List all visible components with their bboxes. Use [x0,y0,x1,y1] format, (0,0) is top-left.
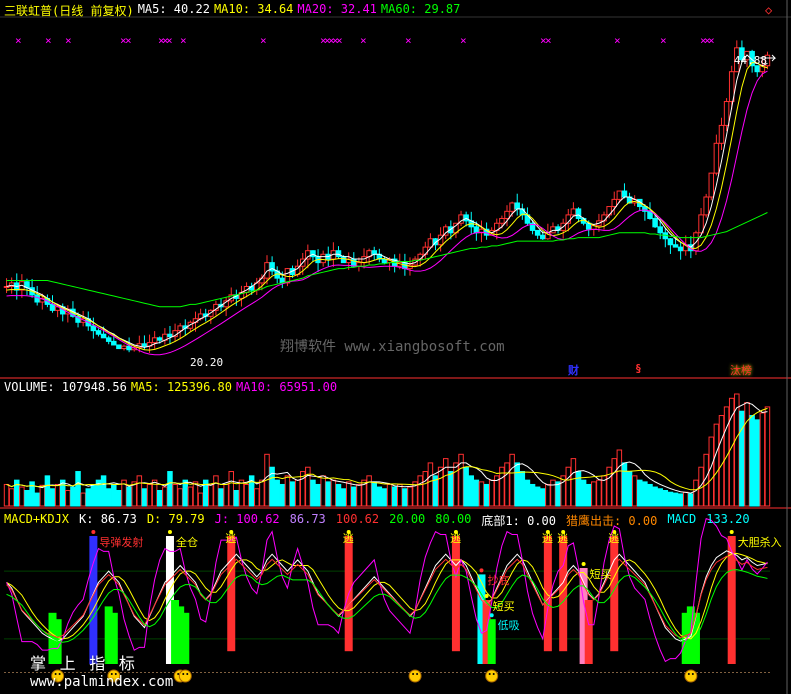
ind-v4: 80.00 [435,512,471,529]
svg-text:×: × [660,34,667,47]
vol-ma5: MA5: 125396.80 [131,380,232,394]
indicator-annotation: 逃 [608,530,619,546]
svg-text:×: × [15,34,22,47]
indicator-annotation: 逃 [557,530,568,546]
vol-ma10: MA10: 65951.00 [236,380,337,394]
ind-v2: 100.62 [336,512,379,529]
brand-url: www.palmindex.com [30,674,173,690]
ind-v8: 133.20 [706,512,749,529]
indicator-annotation: 逃 [343,530,354,546]
kdj-d: D: 79.79 [147,512,205,529]
macd-title: MACD+KDJX [4,512,69,529]
watermark: 翔博软件 www.xiangbosoft.com [280,336,505,356]
ind-v3: 20.00 [389,512,425,529]
svg-text:×: × [614,34,621,47]
indicator-annotation: 低吸 [498,617,520,633]
marker-sell: § [635,362,642,375]
svg-text:×: × [125,34,132,47]
svg-text:×: × [545,34,552,47]
ma5-label: MA5: 40.22 [138,2,210,19]
svg-text:◇: ◇ [765,3,773,17]
ind-v1: 86.73 [290,512,326,529]
price-header: 三联虹普(日线 前复权) MA5: 40.22 MA10: 34.64 MA20… [4,2,460,19]
svg-text:×: × [460,34,467,47]
svg-text:×: × [260,34,267,47]
svg-text:×: × [180,34,187,47]
indicator-annotation: 导弹发射 [99,534,143,550]
indicator-annotation: 逃 [542,530,553,546]
indicator-annotation: 逃 [225,530,236,546]
svg-text:×: × [336,34,343,47]
indicator-annotation: 抄底 [487,572,509,588]
svg-text:×: × [405,34,412,47]
svg-text:×: × [45,34,52,47]
price-high-label: 44.88 [734,54,767,67]
marker-cai: 财 [568,362,579,378]
ind-v6: 猎鹰出击: 0.00 [566,512,657,529]
svg-text:×: × [360,34,367,47]
indicator-annotation: 短买 [590,566,612,582]
indicator-annotation: 全仓 [176,534,198,550]
ma60-label: MA60: 29.87 [381,2,460,19]
indicator-annotation: 短买 [493,598,515,614]
ma20-label: MA20: 32.41 [297,2,376,19]
svg-text:×: × [166,34,173,47]
kdj-k: K: 86.73 [79,512,137,529]
indicator-header: MACD+KDJX K: 86.73 D: 79.79 J: 100.62 86… [4,512,750,529]
marker-pump: 汰榜 [730,362,752,378]
indicator-annotation: 逃 [450,530,461,546]
footer-brand: 掌 上 指 标 www.palmindex.com [30,650,173,690]
svg-text:×: × [65,34,72,47]
ma10-label: MA10: 34.64 [214,2,293,19]
svg-text:×: × [708,34,715,47]
indicator-annotation: 大胆杀入 [738,534,782,550]
volume-header: VOLUME: 107948.56 MA5: 125396.80 MA10: 6… [4,380,337,394]
vol-label: VOLUME: 107948.56 [4,380,127,394]
brand-name: 掌 上 指 标 [30,650,173,674]
stock-title: 三联虹普(日线 前复权) [4,2,134,19]
price-low-label: 20.20 [190,356,223,369]
kdj-j: J: 100.62 [215,512,280,529]
ind-v7: MACD [667,512,696,529]
ind-v5: 底部1: 0.00 [481,512,556,529]
